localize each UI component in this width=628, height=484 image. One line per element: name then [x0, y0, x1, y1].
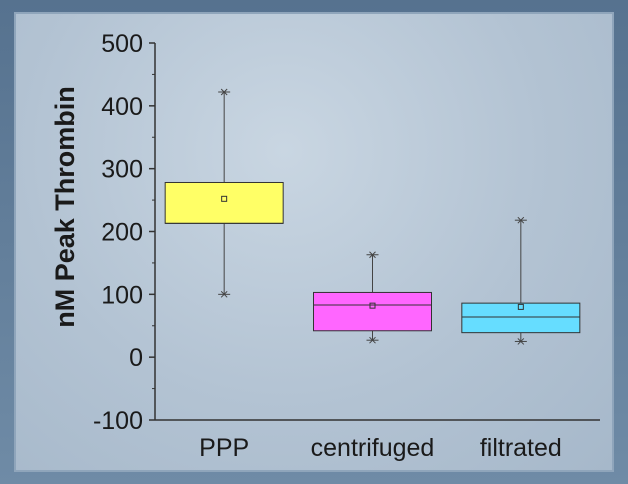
y-tick-label: 0 [129, 344, 143, 372]
min-marker [517, 338, 525, 345]
y-tick-label: -100 [93, 407, 143, 435]
chart-panel [14, 12, 614, 472]
y-tick-label: 200 [101, 219, 143, 247]
mean-marker [369, 302, 376, 309]
max-marker [220, 88, 228, 96]
y-tick-label: 500 [101, 30, 143, 58]
y-tick-label: 100 [101, 281, 143, 309]
min-marker [220, 290, 228, 298]
box-group [164, 88, 284, 298]
box-group [461, 216, 581, 345]
x-category-label: centrifuged [311, 434, 435, 462]
iqr-box [313, 291, 432, 332]
y-tick-label: 300 [101, 156, 143, 184]
mean-marker [221, 195, 228, 202]
y-tick-label: 400 [101, 93, 143, 121]
mean-marker [517, 303, 524, 310]
max-marker [369, 251, 376, 259]
box-group [313, 251, 432, 344]
x-category-label: filtrated [480, 434, 562, 462]
axes: 500 400 300 200 100 0 -100 PPP centrifuged filtra… [93, 30, 600, 462]
x-category-label: PPP [199, 434, 249, 462]
iqr-box [164, 181, 284, 224]
boxes [164, 88, 581, 345]
min-marker [369, 336, 376, 344]
iqr-box [461, 302, 581, 334]
y-axis-label: nM Peak Thrombin [50, 86, 80, 328]
max-marker [517, 216, 525, 224]
